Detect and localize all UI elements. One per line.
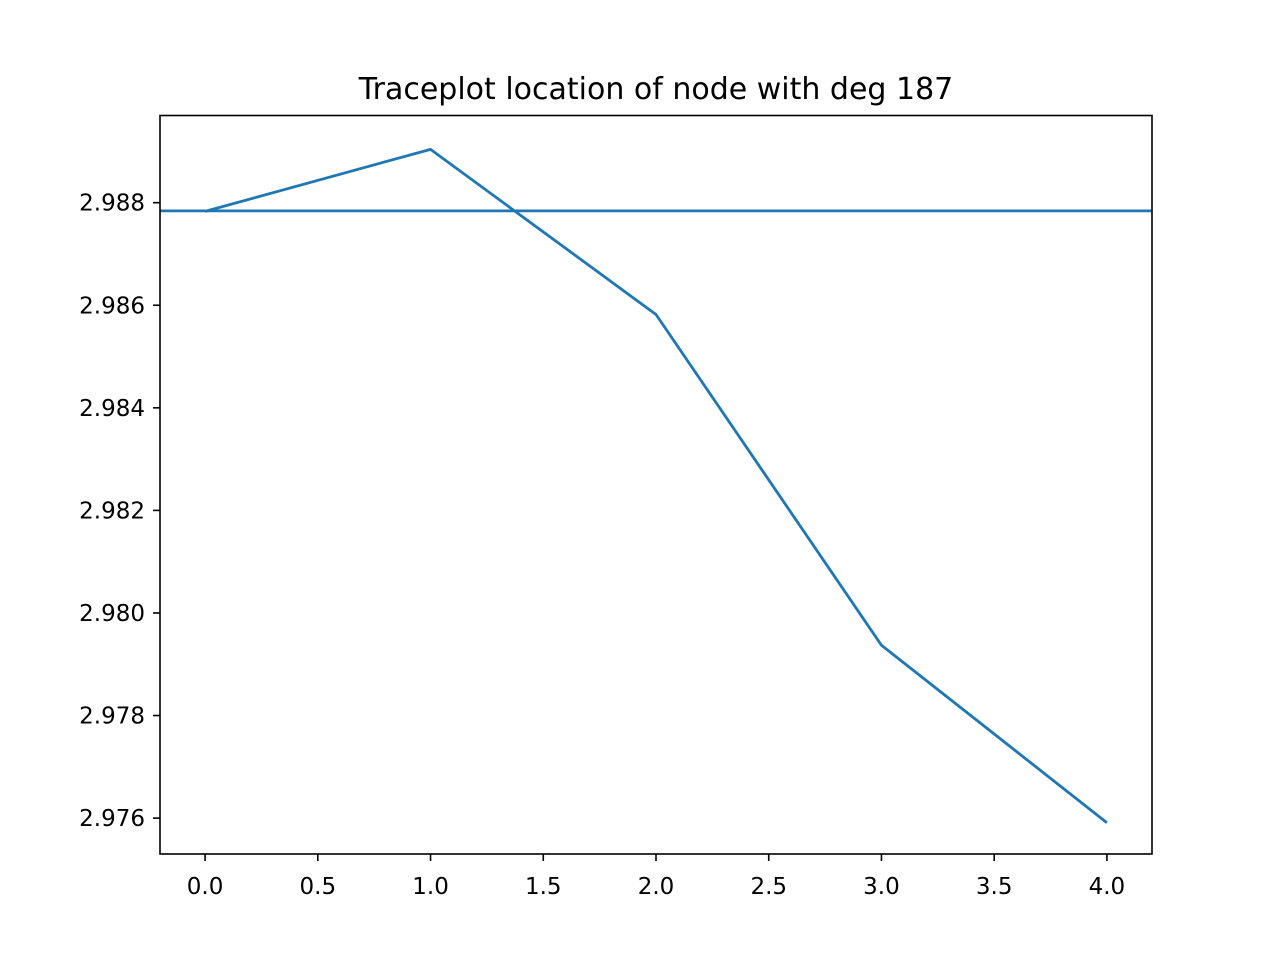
x-tick-label: 0.0 — [187, 874, 224, 900]
axes-frame — [159, 114, 1153, 855]
x-tick-label: 3.5 — [976, 874, 1013, 900]
x-tick-label: 1.5 — [525, 874, 562, 900]
y-tick-label: 2.984 — [79, 396, 145, 422]
x-tick-label: 2.5 — [750, 874, 787, 900]
y-tick-label: 2.988 — [79, 191, 145, 217]
y-tick-label: 2.986 — [79, 293, 145, 319]
axes: 0.0 0.5 1.0 1.5 2.0 2.5 3.0 3.5 4.0 2.976 2.978 2.9… — [79, 191, 1125, 900]
y-tick-label: 2.980 — [79, 601, 145, 627]
x-tick-label: 4.0 — [1089, 874, 1126, 900]
y-tick-label: 2.978 — [79, 704, 145, 730]
x-tick-label: 2.0 — [638, 874, 675, 900]
x-tick-label: 3.0 — [863, 874, 900, 900]
y-tick-label: 2.982 — [79, 498, 145, 524]
y-tick-label: 2.976 — [79, 806, 145, 832]
x-tick-label: 0.5 — [300, 874, 337, 900]
series-line-0 — [204, 147, 1108, 824]
chart-title: Traceplot location of node with deg 187 — [358, 72, 954, 107]
plot-area — [160, 147, 1152, 824]
x-tick-label: 1.0 — [412, 874, 449, 900]
